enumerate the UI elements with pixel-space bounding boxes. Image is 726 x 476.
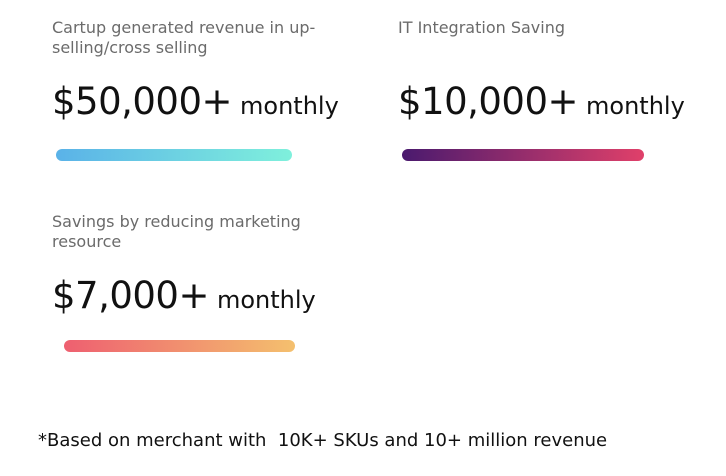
metric-value: $50,000+ monthly [52,80,339,123]
metric-card-it-integration-saving: IT Integration Saving $10,000+ monthly [398,18,698,168]
metric-label: Savings by reducing marketing resource [52,212,301,251]
footnote: *Based on merchant with 10K+ SKUs and 10… [38,430,608,451]
metric-amount: $50,000+ [52,80,233,123]
metric-amount: $10,000+ [398,80,579,123]
metric-unit: monthly [216,286,316,314]
gradient-bar [64,340,295,352]
gradient-bar [402,149,644,161]
metric-unit: monthly [240,92,339,120]
gradient-bar [56,149,292,161]
metric-label: Cartup generated revenue in up-selling/c… [52,18,316,57]
metric-card-marketing-savings: Savings by reducing marketing resource $… [52,212,352,362]
metric-card-upsell-revenue: Cartup generated revenue in up-selling/c… [52,18,352,168]
metric-label: IT Integration Saving [398,18,565,37]
metric-value: $7,000+ monthly [52,274,316,317]
metric-amount: $7,000+ [52,274,209,317]
metric-value: $10,000+ monthly [398,80,685,123]
metric-unit: monthly [586,92,685,120]
